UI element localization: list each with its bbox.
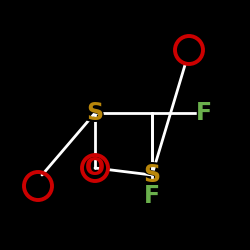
Text: S: S (86, 101, 104, 125)
Text: S: S (84, 98, 106, 128)
Text: F: F (144, 184, 160, 208)
Text: F: F (194, 98, 214, 128)
Text: F: F (142, 182, 163, 210)
Text: O: O (82, 154, 108, 182)
Text: S: S (144, 163, 160, 187)
Text: S: S (141, 160, 163, 190)
Text: F: F (196, 101, 212, 125)
Text: O: O (85, 156, 105, 180)
